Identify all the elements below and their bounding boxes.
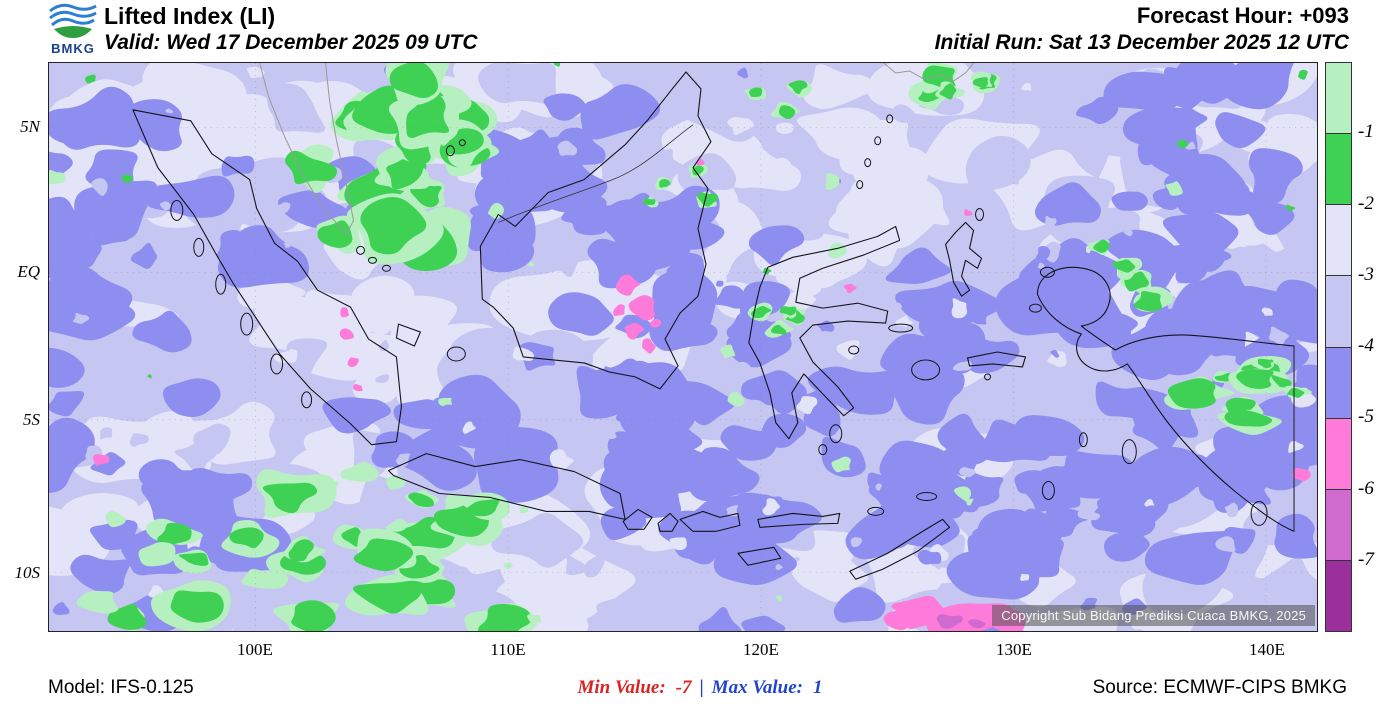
- bmkg-logo-icon: [49, 3, 97, 38]
- minmax-values: Min Value: -7 | Max Value: 1: [0, 677, 1400, 699]
- legend-color-cell: [1326, 133, 1351, 205]
- legend-tick-label: -7: [1358, 548, 1374, 570]
- lon-label-100e: 100E: [237, 640, 273, 659]
- lon-label-140e: 140E: [1249, 640, 1285, 659]
- min-value: -7: [675, 677, 692, 698]
- legend-color-cell: [1326, 346, 1351, 418]
- legend-color-cell: [1326, 63, 1351, 134]
- legend-color-cell: [1326, 417, 1351, 489]
- page-title: Lifted Index (LI): [104, 3, 276, 29]
- max-value-label: Max Value: 1: [711, 677, 823, 698]
- legend-tick-label: -4: [1358, 335, 1374, 356]
- lon-label-110e: 110E: [490, 640, 526, 659]
- lat-label-10s: 10S: [14, 563, 41, 582]
- weather-map-canvas: [49, 63, 1317, 631]
- bmkg-logo: BMKG: [44, 1, 102, 56]
- minmax-separator: |: [699, 677, 704, 698]
- legend-color-cell: [1326, 559, 1351, 631]
- legend-color-cell: [1326, 275, 1351, 347]
- initial-run-label: Initial Run: Sat 13 December 2025 12 UTC: [934, 31, 1349, 54]
- min-value-label: Min Value: -7: [577, 677, 692, 698]
- legend-tick-label: -1: [1358, 121, 1374, 143]
- map-area: Copyright Sub Bidang Prediksi Cuaca BMKG…: [48, 62, 1318, 632]
- model-label: Model: IFS-0.125: [48, 677, 194, 698]
- lat-label-eq: EQ: [17, 262, 40, 281]
- legend-tick-label: -3: [1358, 263, 1374, 285]
- bmkg-logo-text: BMKG: [51, 41, 95, 56]
- valid-time-label: Valid: Wed 17 December 2025 09 UTC: [104, 31, 478, 54]
- lon-label-130e: 130E: [996, 640, 1032, 659]
- legend-color-cell: [1326, 488, 1351, 560]
- lat-label-5n: 5N: [20, 117, 40, 136]
- legend-tick-label: -5: [1358, 406, 1374, 428]
- copyright-overlay: Copyright Sub Bidang Prediksi Cuaca BMKG…: [992, 605, 1315, 626]
- max-value: 1: [813, 677, 823, 698]
- source-label: Source: ECMWF-CIPS BMKG: [1092, 677, 1347, 698]
- legend-tick-label: -6: [1358, 477, 1374, 499]
- lon-label-120e: 120E: [743, 640, 779, 659]
- legend-tick-label: -2: [1358, 192, 1374, 214]
- legend-color-cell: [1326, 204, 1351, 276]
- forecast-hour-label: Forecast Hour: +093: [1136, 3, 1349, 28]
- legend-colorbar: [1325, 62, 1352, 632]
- lat-label-5s: 5S: [23, 410, 40, 429]
